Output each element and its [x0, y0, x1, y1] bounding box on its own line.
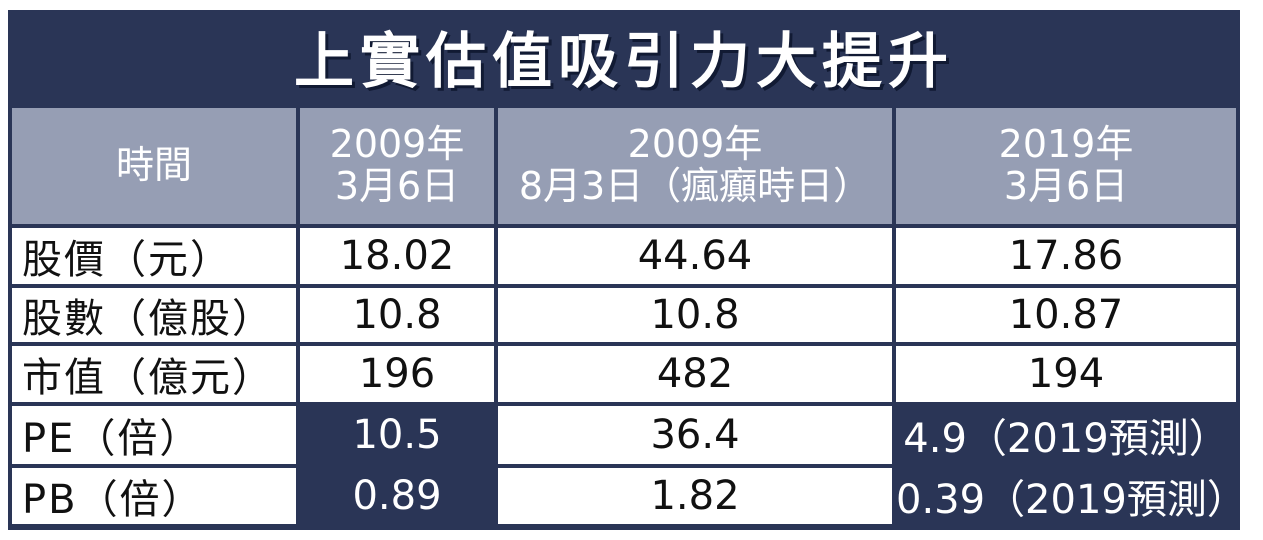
header-col-2-line-2: 8月3日（瘋癲時日）: [518, 164, 872, 208]
table-cell: 482: [498, 346, 892, 402]
header-col-1-line-1: 2009年: [329, 122, 465, 167]
table-cell: 4.9（2019預測）: [896, 406, 1236, 464]
row-label: 市值（億元）: [12, 346, 296, 402]
header-col-3-line-1: 2019年: [998, 122, 1134, 167]
header-col-3-line-2: 3月6日: [1003, 164, 1129, 208]
table-cell: 0.39（2019預測）: [896, 468, 1247, 524]
table-cell: 44.64: [498, 228, 892, 284]
title-bar: 上實估值吸引力大提升: [8, 10, 1240, 103]
table-cell: 0.89: [300, 468, 494, 524]
table-cell: 10.5: [300, 406, 494, 464]
header-col-3: 2019年 3月6日: [896, 108, 1236, 224]
header-col-1: 2009年 3月6日: [300, 108, 494, 224]
table-cell: 10.87: [896, 288, 1236, 342]
header-time: 時間: [12, 108, 296, 224]
table-cell: 17.86: [896, 228, 1236, 284]
header-col-1-line-2: 3月6日: [334, 164, 460, 208]
table-cell: 18.02: [300, 228, 494, 284]
header-time-label: 時間: [115, 143, 192, 188]
table-cell: 194: [896, 346, 1236, 402]
table-cell: 196: [300, 346, 494, 402]
header-col-2: 2009年 8月3日（瘋癲時日）: [498, 108, 892, 224]
row-label: PE（倍）: [12, 406, 296, 464]
table-cell: 10.8: [300, 288, 494, 342]
row-label: 股價（元）: [12, 228, 296, 284]
header-col-2-line-1: 2009年: [627, 122, 763, 167]
page-title: 上實估值吸引力大提升: [294, 27, 954, 97]
table-cell: 1.82: [498, 468, 892, 524]
row-label: 股數（億股）: [12, 288, 296, 342]
table-cell: 36.4: [498, 406, 892, 464]
table-cell: 10.8: [498, 288, 892, 342]
row-label: PB（倍）: [12, 468, 296, 524]
